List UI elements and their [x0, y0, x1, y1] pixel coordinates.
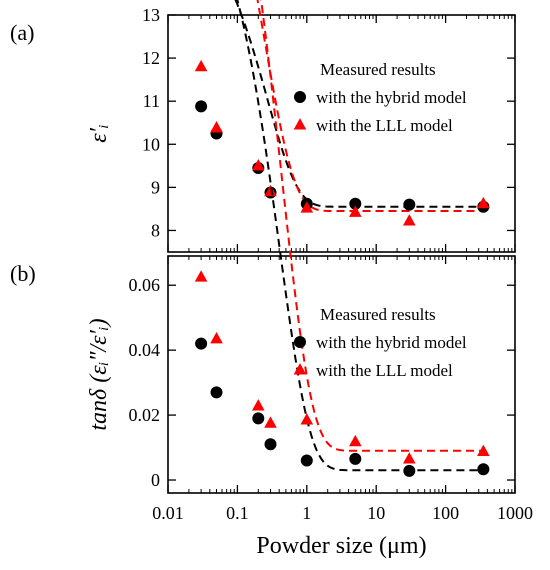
panel-a-point-lll [349, 205, 362, 217]
panel-a-ytick-label: 8 [151, 220, 160, 240]
panel-a-point-hybrid [349, 197, 362, 210]
panel-a-ytick-label: 12 [142, 48, 160, 68]
panel-b-point-lll [349, 434, 362, 447]
panel-b-point-hybrid [210, 386, 223, 399]
panel-b-ytick-label: 0.02 [129, 405, 161, 425]
panel-b-point-hybrid [264, 438, 277, 451]
panel-a-legend-marker-lll [293, 118, 307, 130]
panel-a-point-lll [251, 158, 265, 171]
panel-b-point-hybrid [300, 454, 313, 467]
panel-b-xtick-label: 0.1 [226, 503, 249, 523]
panel-a-fit-line-hybrid [234, 0, 484, 208]
panel-b-point-lll [210, 331, 223, 344]
panel-b-legend-label: with the hybrid model [316, 333, 467, 352]
panel-b-plot-frame [167, 255, 516, 494]
panel-a-legend-title: Measured results [320, 60, 436, 79]
panel-b-legend-title: Measured results [320, 305, 436, 324]
panel-a-legend-marker-hybrid [294, 91, 306, 103]
panel-a-ytick-label: 11 [143, 91, 160, 111]
panel-a-legend-label: with the LLL model [316, 116, 453, 135]
panel-a-ylabel: ε′ᵢ [86, 124, 112, 143]
panel-a-plot-frame [167, 14, 516, 253]
panel-b-point-hybrid [477, 463, 490, 476]
panel-b-fit-line-lll [260, 0, 484, 452]
panel-b-point-lll [251, 399, 265, 411]
panel-b-point-hybrid [252, 412, 265, 425]
panel-a-label: (a) [10, 20, 34, 45]
panel-a-ytick-label: 9 [151, 177, 160, 197]
panel-b-xtick-label: 100 [432, 503, 459, 523]
panel-a-point-lll [477, 196, 490, 209]
panel-b-point-lll [194, 270, 208, 282]
panel-a-point-lll [194, 59, 208, 72]
panel-b-point-lll [403, 452, 416, 464]
panel-b-point-lll [300, 413, 314, 425]
panel-a-point-lll [300, 201, 314, 213]
panel-a-point-lll [403, 214, 416, 226]
panel-a-point-lll [210, 121, 223, 133]
panel-b-point-hybrid [349, 452, 362, 465]
panel-b-xtick-label: 10 [367, 503, 385, 523]
panel-b-ytick-label: 0.06 [129, 275, 161, 295]
panel-a-fit-line-lll [256, 0, 484, 213]
panel-a-ytick-label: 10 [142, 134, 160, 154]
panel-b-legend-label: with the LLL model [316, 361, 453, 380]
panel-a-legend-label: with the hybrid model [316, 88, 467, 107]
panel-b-ytick-label: 0 [151, 470, 160, 490]
panel-b-point-lll [264, 416, 277, 428]
panel-b-point-hybrid [195, 337, 208, 350]
panel-a-point-hybrid [195, 100, 208, 113]
panel-b-xtick-label: 0.01 [152, 503, 184, 523]
panel-b-ylabel: tanδ (εᵢ″/ε′ᵢ) [86, 318, 112, 430]
panel-b-xtick-label: 1000 [497, 503, 533, 523]
panel-a-ytick-label: 13 [142, 5, 160, 25]
panel-a-point-hybrid [403, 198, 416, 211]
panel-a-point-lll [264, 184, 277, 197]
panel-b-point-hybrid [403, 464, 416, 477]
panel-b-point-lll [477, 444, 490, 457]
panel-b-ytick-label: 0.04 [129, 340, 161, 360]
panel-b-label: (b) [10, 261, 36, 286]
panel-b-legend-marker-lll [293, 363, 307, 375]
panel-b-fit-line-hybrid [236, 0, 484, 472]
panel-b-legend-marker-hybrid [294, 336, 306, 348]
panel-b-xlabel: Powder size (μm) [256, 533, 426, 559]
panel-b-xtick-label: 1 [302, 503, 311, 523]
